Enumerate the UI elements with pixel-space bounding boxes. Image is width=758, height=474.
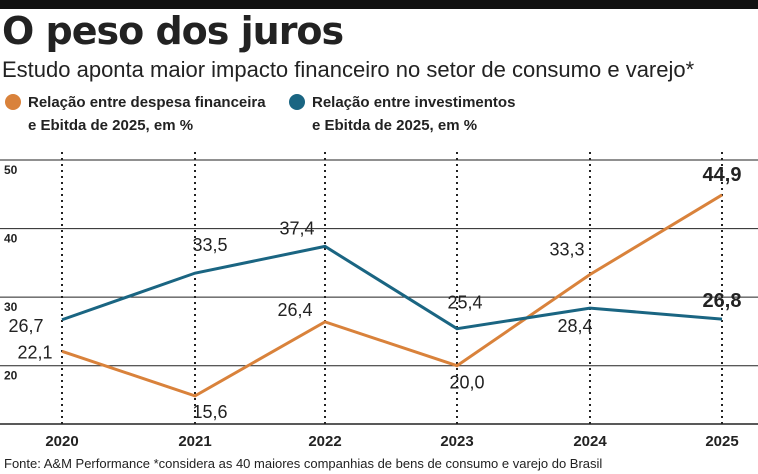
legend-swatch: [289, 94, 305, 110]
y-tick-label: 20: [4, 369, 18, 383]
chart-subtitle: Estudo aponta maior impacto financeiro n…: [2, 57, 695, 82]
data-label: 20,0: [449, 373, 484, 393]
y-tick-label: 40: [4, 232, 18, 246]
source-note: Fonte: A&M Performance *considera as 40 …: [4, 456, 602, 471]
x-tick-label: 2024: [573, 433, 607, 450]
data-label: 44,9: [703, 164, 742, 186]
data-label: 28,4: [557, 316, 592, 336]
series-line: [61, 193, 723, 398]
data-label: 15,6: [192, 402, 227, 422]
x-tick-label: 2025: [705, 433, 738, 450]
top-bar: [0, 0, 758, 9]
data-label: 26,4: [277, 300, 312, 320]
y-tick-label: 50: [4, 163, 18, 177]
y-tick-label: 30: [4, 300, 18, 314]
data-label: 33,5: [192, 235, 227, 255]
x-tick-label: 2022: [308, 433, 341, 450]
data-label: 26,8: [703, 290, 742, 312]
data-label: 33,3: [549, 240, 584, 260]
legend-label: Relação entre investimentos e Ebitda de 2…: [312, 94, 515, 134]
data-label: 25,4: [447, 293, 482, 313]
x-tick-label: 2023: [440, 433, 473, 450]
data-label: 37,4: [279, 218, 314, 238]
legend-swatch: [5, 94, 21, 110]
series-line: [61, 244, 723, 331]
x-tick-label: 2020: [45, 433, 78, 450]
legend-label: Relação entre despesa financeira e Ebitda…: [28, 94, 266, 134]
chart-title: O peso dos juros: [2, 9, 343, 53]
data-label: 22,1: [17, 342, 52, 362]
x-tick-label: 2021: [178, 433, 211, 450]
data-label: 26,7: [8, 316, 43, 336]
